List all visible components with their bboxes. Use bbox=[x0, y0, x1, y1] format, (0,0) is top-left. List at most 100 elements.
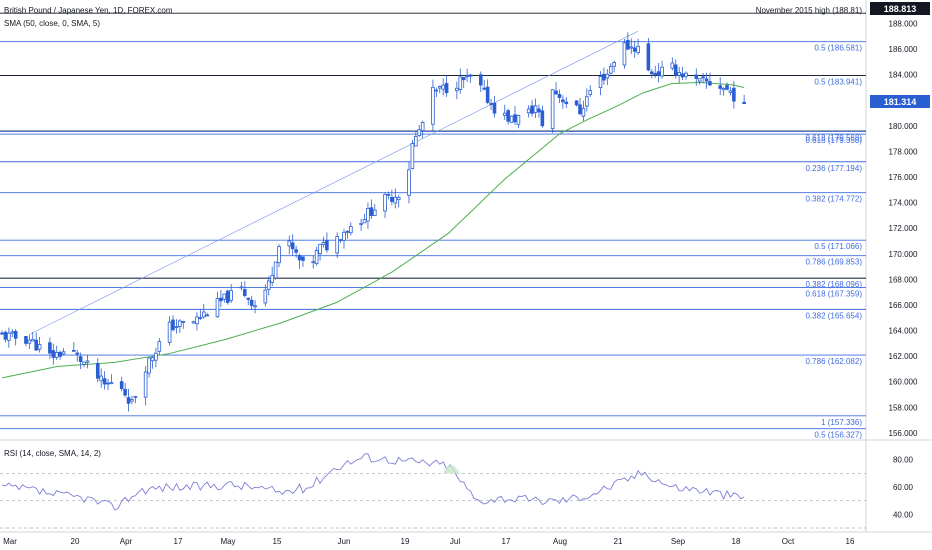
candle-body bbox=[243, 289, 247, 296]
candle bbox=[516, 114, 521, 129]
candle bbox=[369, 199, 374, 219]
candle-body bbox=[414, 136, 418, 147]
candle-body bbox=[222, 293, 227, 300]
fib-level-label: 0.786 (162.082) bbox=[806, 357, 863, 366]
fib-level-label: 0.382 (165.654) bbox=[806, 311, 863, 320]
candle bbox=[58, 350, 62, 360]
candle-body bbox=[109, 382, 114, 384]
candle-body bbox=[725, 85, 729, 90]
candle bbox=[697, 78, 702, 85]
rsi-tick-label: 40.00 bbox=[893, 510, 914, 519]
candle-body bbox=[650, 71, 654, 75]
candle bbox=[215, 291, 220, 318]
candle-body bbox=[273, 261, 278, 279]
candle-body bbox=[130, 399, 134, 402]
candle bbox=[554, 82, 558, 95]
candle bbox=[602, 67, 606, 85]
candle-body bbox=[277, 246, 281, 264]
candle bbox=[266, 276, 271, 296]
candle bbox=[51, 343, 56, 365]
candle bbox=[485, 79, 490, 105]
candle bbox=[294, 245, 298, 258]
candle-body bbox=[10, 331, 15, 334]
candle bbox=[372, 204, 377, 217]
fib-levels: 0.5 (186.581) 0.5 (183.941) 0.618 (179.568… bbox=[0, 41, 866, 440]
candle bbox=[119, 376, 124, 392]
candle-body bbox=[349, 226, 353, 234]
candle-body bbox=[369, 207, 374, 216]
price-tick-label: 156.000 bbox=[889, 429, 918, 438]
candle bbox=[742, 94, 746, 105]
candle bbox=[684, 71, 688, 80]
rsi-tick-label: 60.00 bbox=[893, 483, 914, 492]
candle bbox=[650, 68, 654, 79]
symbol-title: British Pound / Japanese Yen, 1D, FOREX.… bbox=[4, 6, 173, 15]
candle bbox=[321, 236, 326, 248]
time-tick-label: Mar bbox=[3, 537, 17, 546]
time-tick-label: 17 bbox=[174, 537, 183, 546]
candle-body bbox=[229, 290, 233, 301]
candle bbox=[612, 60, 616, 73]
price-tick-label: 188.000 bbox=[889, 20, 918, 29]
candle-body bbox=[34, 339, 38, 351]
candle bbox=[533, 98, 538, 119]
candle bbox=[386, 191, 391, 200]
candle bbox=[338, 239, 343, 243]
candle-body bbox=[150, 357, 155, 362]
candle-body bbox=[434, 89, 439, 92]
candle-body bbox=[143, 371, 148, 398]
candle-body bbox=[61, 351, 66, 355]
candle-body bbox=[478, 74, 483, 86]
candle bbox=[273, 261, 278, 280]
candle bbox=[653, 65, 658, 78]
candle bbox=[126, 388, 131, 412]
candle bbox=[48, 337, 52, 360]
fib-level-label: 0.786 (169.853) bbox=[806, 258, 863, 267]
candle-body bbox=[485, 86, 490, 103]
candle-body bbox=[318, 243, 322, 255]
candle bbox=[578, 97, 582, 116]
candle bbox=[414, 131, 418, 147]
candle-body bbox=[24, 336, 28, 344]
candle-body bbox=[126, 397, 131, 404]
price-tick-label: 170.000 bbox=[889, 250, 918, 259]
candle bbox=[431, 79, 435, 132]
sma-legend: SMA (50, close, 0, SMA, 5) bbox=[4, 19, 101, 28]
candle-body bbox=[174, 326, 179, 329]
fib-level-label: 0.5 (186.581) bbox=[814, 44, 862, 53]
candle bbox=[198, 309, 203, 321]
candle bbox=[13, 329, 18, 346]
candle bbox=[345, 230, 350, 239]
candle-body bbox=[205, 314, 210, 317]
candle bbox=[287, 235, 292, 255]
fib-level-label: 0.5 (156.327) bbox=[814, 431, 862, 440]
candle bbox=[458, 68, 463, 94]
candle bbox=[54, 345, 59, 360]
candle-body bbox=[48, 342, 52, 354]
candle-body bbox=[581, 107, 586, 117]
candle bbox=[24, 336, 28, 347]
time-tick-label: 18 bbox=[732, 537, 741, 546]
candle-body bbox=[147, 357, 151, 374]
candle bbox=[482, 79, 487, 91]
candle bbox=[335, 232, 339, 258]
candle-body bbox=[95, 363, 100, 379]
candle bbox=[468, 74, 473, 83]
time-tick-label: Apr bbox=[120, 537, 133, 546]
fib-level-label: 0.382 (168.096) bbox=[806, 280, 863, 289]
candle-body bbox=[51, 350, 56, 358]
candle-body bbox=[338, 239, 343, 241]
candle bbox=[680, 66, 685, 81]
candle bbox=[349, 222, 353, 236]
candle-body bbox=[383, 194, 387, 212]
candle-body bbox=[431, 86, 435, 125]
candle bbox=[670, 57, 675, 71]
candle bbox=[34, 332, 38, 351]
candle bbox=[85, 354, 90, 369]
candle bbox=[3, 330, 8, 343]
candle bbox=[608, 63, 613, 75]
fib-level-label: 0.618 (179.358) bbox=[806, 136, 863, 145]
candle-body bbox=[697, 78, 702, 82]
candle bbox=[109, 374, 114, 385]
